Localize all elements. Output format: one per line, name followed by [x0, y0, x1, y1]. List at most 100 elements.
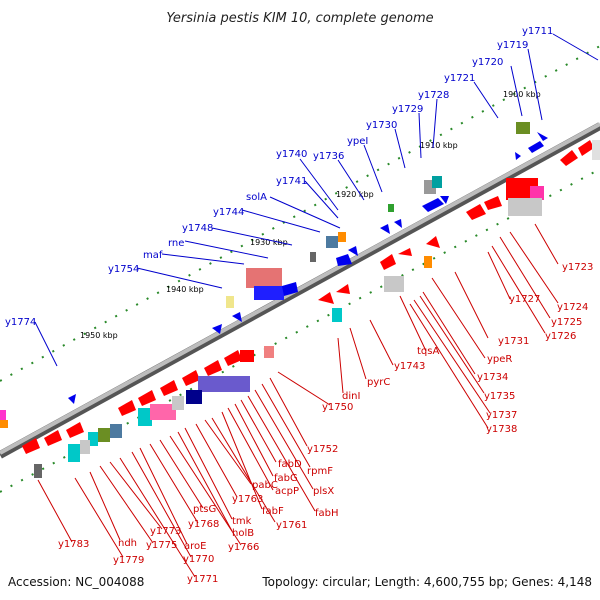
gene-label[interactable]: y1750	[322, 402, 353, 413]
gene-label[interactable]: y1766	[228, 542, 259, 553]
gene-label[interactable]: y1744	[213, 207, 244, 218]
bottom-leader-lines	[37, 223, 559, 578]
gene-label[interactable]: y1711	[522, 26, 553, 37]
gene-block	[310, 252, 316, 262]
gene-label[interactable]: y1774	[5, 317, 36, 328]
gene-arrow	[426, 236, 440, 248]
scale-tick-label: 1910 kbp	[420, 141, 458, 150]
gene-arrow	[44, 430, 62, 446]
gene-label[interactable]: fabG	[274, 473, 298, 484]
gene-label[interactable]: y1734	[477, 372, 508, 383]
gene-label[interactable]: ndh	[118, 538, 137, 549]
gene-arrow	[282, 282, 298, 296]
gene-label[interactable]: rne	[168, 238, 184, 249]
gene-label[interactable]: plsX	[313, 486, 334, 497]
gene-block	[424, 256, 432, 268]
gene-block	[68, 444, 80, 462]
gene-label[interactable]: y1779	[113, 555, 144, 566]
gene-arrow	[422, 198, 444, 212]
gene-label[interactable]: y1754	[108, 264, 139, 275]
gene-block	[172, 396, 184, 410]
gene-label[interactable]: y1735	[484, 391, 515, 402]
gene-arrow	[204, 360, 222, 376]
gene-label[interactable]: fabH	[315, 508, 339, 519]
gene-label[interactable]: y1743	[394, 361, 425, 372]
gene-label[interactable]: y1771	[187, 574, 218, 585]
scale-tick-label: 1950 kbp	[80, 331, 118, 340]
gene-arrow	[560, 150, 578, 166]
gene-arrow	[398, 248, 412, 256]
gene-label[interactable]: pabC	[252, 480, 278, 491]
gene-arrow	[318, 292, 334, 304]
gene-block	[240, 350, 254, 362]
gene-label[interactable]: y1720	[472, 57, 503, 68]
gene-label[interactable]: y1740	[276, 149, 307, 160]
gene-block	[592, 140, 600, 160]
gene-label[interactable]: y1752	[307, 444, 338, 455]
gene-block	[0, 410, 6, 420]
gene-label[interactable]: pyrC	[367, 377, 390, 388]
gene-label[interactable]: y1725	[551, 317, 582, 328]
gene-arrow	[528, 141, 544, 153]
gene-label[interactable]: y1770	[183, 554, 214, 565]
gene-label[interactable]: y1723	[562, 262, 593, 273]
gene-block	[34, 464, 42, 478]
gene-label[interactable]: y1727	[509, 294, 540, 305]
gene-label[interactable]: y1730	[366, 120, 397, 131]
gene-label[interactable]: ptsG	[193, 504, 216, 515]
gene-block	[0, 420, 8, 428]
gene-label[interactable]: ypeI	[347, 136, 368, 147]
gene-label[interactable]: acpP	[275, 486, 299, 497]
gene-label[interactable]: fabD	[278, 459, 302, 470]
gene-label[interactable]: y1724	[557, 302, 588, 313]
genome-backbone	[0, 122, 600, 455]
gene-label[interactable]: y1773	[150, 526, 181, 537]
gene-label[interactable]: fabF	[262, 506, 284, 517]
gene-label[interactable]: y1761	[276, 520, 307, 531]
gene-label[interactable]: y1719	[497, 40, 528, 51]
gene-block	[384, 276, 404, 292]
gene-label[interactable]: y1736	[313, 151, 344, 162]
top-gene-labels: y1711 y1719 y1720 y1721 y1728 y1729 y173…	[5, 26, 553, 328]
gene-arrow	[484, 196, 502, 210]
gene-arrow	[68, 394, 76, 404]
gene-label[interactable]: rpmF	[307, 466, 333, 477]
gene-arrow	[336, 284, 350, 294]
gene-label[interactable]: tqsA	[417, 346, 439, 357]
gene-block	[110, 424, 122, 438]
gene-label[interactable]: y1731	[498, 336, 529, 347]
gene-label[interactable]: y1729	[392, 104, 423, 115]
gene-label[interactable]: maf	[143, 250, 163, 261]
gene-label[interactable]: y1783	[58, 539, 89, 550]
gene-label[interactable]: y1721	[444, 73, 475, 84]
gene-arrow	[440, 196, 449, 204]
gene-arrow	[380, 254, 396, 270]
gene-arrow	[348, 246, 358, 256]
gene-label[interactable]: holB	[232, 528, 254, 539]
scale-tick-label: 1940 kbp	[166, 285, 204, 294]
gene-label[interactable]: y1726	[545, 331, 576, 342]
gene-label[interactable]: y1738	[486, 424, 517, 435]
gene-label[interactable]: y1737	[486, 410, 517, 421]
gene-label[interactable]: aroE	[184, 541, 206, 552]
gene-label[interactable]: y1768	[188, 519, 219, 530]
gene-label[interactable]: y1741	[276, 176, 307, 187]
gene-block	[88, 432, 98, 446]
top-strand-features	[0, 122, 548, 428]
gene-label[interactable]: ypeR	[487, 354, 512, 365]
gene-arrow	[118, 400, 136, 416]
gene-label[interactable]: tmk	[232, 516, 252, 527]
gene-arrow	[466, 204, 486, 220]
scale-tick-label: 1930 kbp	[250, 238, 288, 247]
gene-block	[326, 236, 338, 248]
gene-arrow	[160, 380, 178, 396]
gene-label[interactable]: y1775	[146, 540, 177, 551]
gene-arrow	[182, 370, 200, 386]
gene-label[interactable]: y1763	[232, 494, 263, 505]
scale-tick-label: 1900 kbp	[503, 90, 541, 99]
gene-label[interactable]: dinI	[342, 391, 360, 402]
gene-label[interactable]: solA	[246, 192, 267, 203]
gene-label[interactable]: y1728	[418, 90, 449, 101]
gene-label[interactable]: y1748	[182, 223, 213, 234]
